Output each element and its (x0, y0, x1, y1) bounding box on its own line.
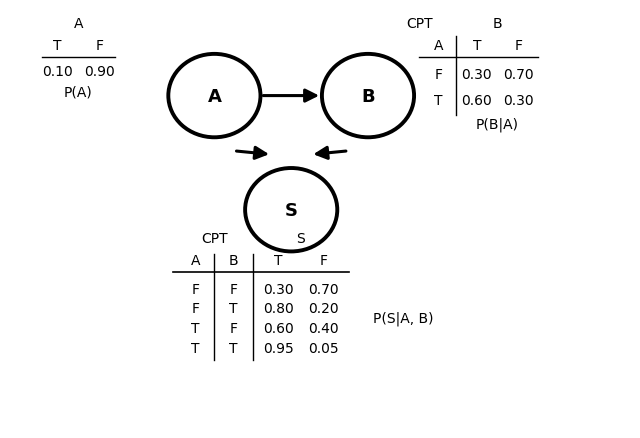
Text: P(B|A): P(B|A) (476, 117, 519, 132)
Text: T: T (229, 341, 238, 355)
Text: F: F (191, 302, 199, 316)
Text: 0.05: 0.05 (308, 341, 339, 355)
Text: 0.30: 0.30 (461, 67, 492, 81)
Text: 0.10: 0.10 (42, 65, 73, 79)
Text: B: B (228, 254, 239, 268)
Text: T: T (53, 39, 62, 53)
Text: T: T (191, 321, 200, 336)
Text: 0.20: 0.20 (308, 302, 339, 316)
Text: A: A (191, 254, 200, 268)
Text: F: F (435, 67, 442, 81)
Text: A: A (207, 87, 221, 106)
Text: S: S (296, 232, 305, 246)
Text: T: T (191, 341, 200, 355)
Text: S: S (285, 201, 298, 219)
Text: T: T (229, 302, 238, 316)
Text: B: B (361, 87, 375, 106)
Text: T: T (434, 94, 443, 108)
Text: 0.70: 0.70 (308, 282, 339, 296)
Text: F: F (319, 254, 327, 268)
Text: P(S|A, B): P(S|A, B) (373, 310, 433, 325)
Text: B: B (493, 17, 502, 31)
Text: T: T (472, 39, 481, 53)
Text: 0.40: 0.40 (308, 321, 339, 336)
Text: 0.95: 0.95 (263, 341, 294, 355)
Text: CPT: CPT (406, 17, 433, 31)
Ellipse shape (168, 55, 260, 138)
Text: 0.60: 0.60 (461, 94, 492, 108)
Text: P(A): P(A) (64, 85, 93, 99)
Text: F: F (230, 282, 237, 296)
Text: A: A (74, 17, 83, 31)
Text: 0.70: 0.70 (503, 67, 534, 81)
Text: 0.80: 0.80 (263, 302, 294, 316)
Text: 0.30: 0.30 (503, 94, 534, 108)
Text: F: F (191, 282, 199, 296)
Text: A: A (434, 39, 443, 53)
Text: CPT: CPT (201, 232, 228, 246)
Text: 0.30: 0.30 (263, 282, 294, 296)
Text: F: F (515, 39, 522, 53)
Ellipse shape (322, 55, 414, 138)
Text: 0.60: 0.60 (263, 321, 294, 336)
Text: F: F (95, 39, 103, 53)
Text: T: T (274, 254, 283, 268)
Text: F: F (230, 321, 237, 336)
Text: 0.90: 0.90 (84, 65, 115, 79)
Ellipse shape (245, 169, 337, 252)
